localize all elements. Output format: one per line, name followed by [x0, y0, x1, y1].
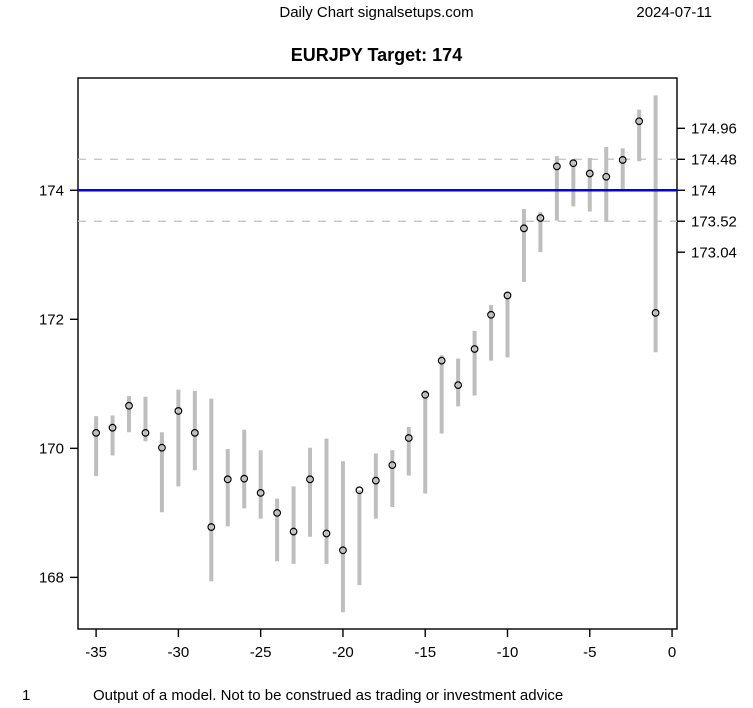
x-axis-tick-label: -20 [332, 644, 354, 661]
y-axis-right-tick-label: 174 [691, 183, 716, 200]
model-point [207, 523, 216, 531]
model-point [306, 475, 314, 484]
x-axis-tick-label: -25 [250, 644, 272, 661]
model-point [421, 390, 430, 399]
x-axis-tick-label: -5 [583, 644, 596, 661]
model-point [651, 308, 660, 317]
model-point [454, 381, 463, 390]
y-axis-right-tick-label: 173.52 [691, 213, 737, 230]
header-date: 2024-07-11 [636, 4, 712, 21]
x-axis-tick-label: -15 [414, 644, 436, 661]
footer-disclaimer: Output of a model. Not to be construed a… [93, 687, 564, 704]
model-point [520, 224, 528, 233]
y-axis-left-tick-label: 172 [39, 312, 64, 329]
model-point [487, 310, 495, 319]
y-axis-right-tick-label: 173.04 [691, 244, 737, 261]
footer-page-number: 1 [22, 687, 31, 704]
y-axis-right-tick-label: 174.96 [691, 121, 737, 138]
model-point [602, 172, 611, 181]
model-point [437, 356, 446, 365]
model-point [190, 428, 199, 437]
model-point [141, 428, 150, 437]
model-point [322, 529, 331, 538]
model-point [585, 169, 594, 178]
model-point [536, 214, 545, 222]
model-point [552, 162, 561, 171]
model-point [223, 475, 232, 484]
model-point [503, 291, 512, 300]
model-point [108, 423, 117, 432]
y-axis-right-tick-label: 174.48 [691, 152, 737, 169]
model-point [635, 117, 644, 126]
model-point [125, 401, 133, 410]
header-title: Daily Chart signalsetups.com [279, 4, 474, 21]
model-point [388, 461, 397, 470]
model-point [339, 546, 347, 555]
model-point [273, 508, 282, 517]
x-axis-tick-label: 0 [668, 644, 676, 661]
chart-title: EURJPY Target: 174 [290, 45, 463, 65]
x-axis-tick-label: -10 [497, 644, 519, 661]
model-point [618, 156, 627, 164]
model-point [371, 476, 380, 485]
model-point [289, 527, 298, 536]
model-point [92, 428, 101, 437]
y-axis-left-tick-label: 170 [39, 441, 64, 458]
model-point [256, 488, 265, 497]
model-point [174, 407, 183, 415]
price-chart: 168 170 172 174 174.96 174.48 174 173.52 173.04 -… [39, 77, 737, 661]
model-point [569, 159, 578, 168]
model-point [470, 345, 479, 353]
model-point [240, 474, 249, 483]
x-axis-tick-label: -30 [168, 644, 190, 661]
y-axis-left-tick-label: 174 [39, 183, 64, 200]
plot-frame [77, 77, 678, 630]
model-point [355, 486, 364, 495]
y-axis-left-tick-label: 168 [39, 570, 64, 587]
model-point [158, 443, 166, 452]
model-point [404, 434, 413, 442]
x-axis-tick-label: -35 [85, 644, 107, 661]
